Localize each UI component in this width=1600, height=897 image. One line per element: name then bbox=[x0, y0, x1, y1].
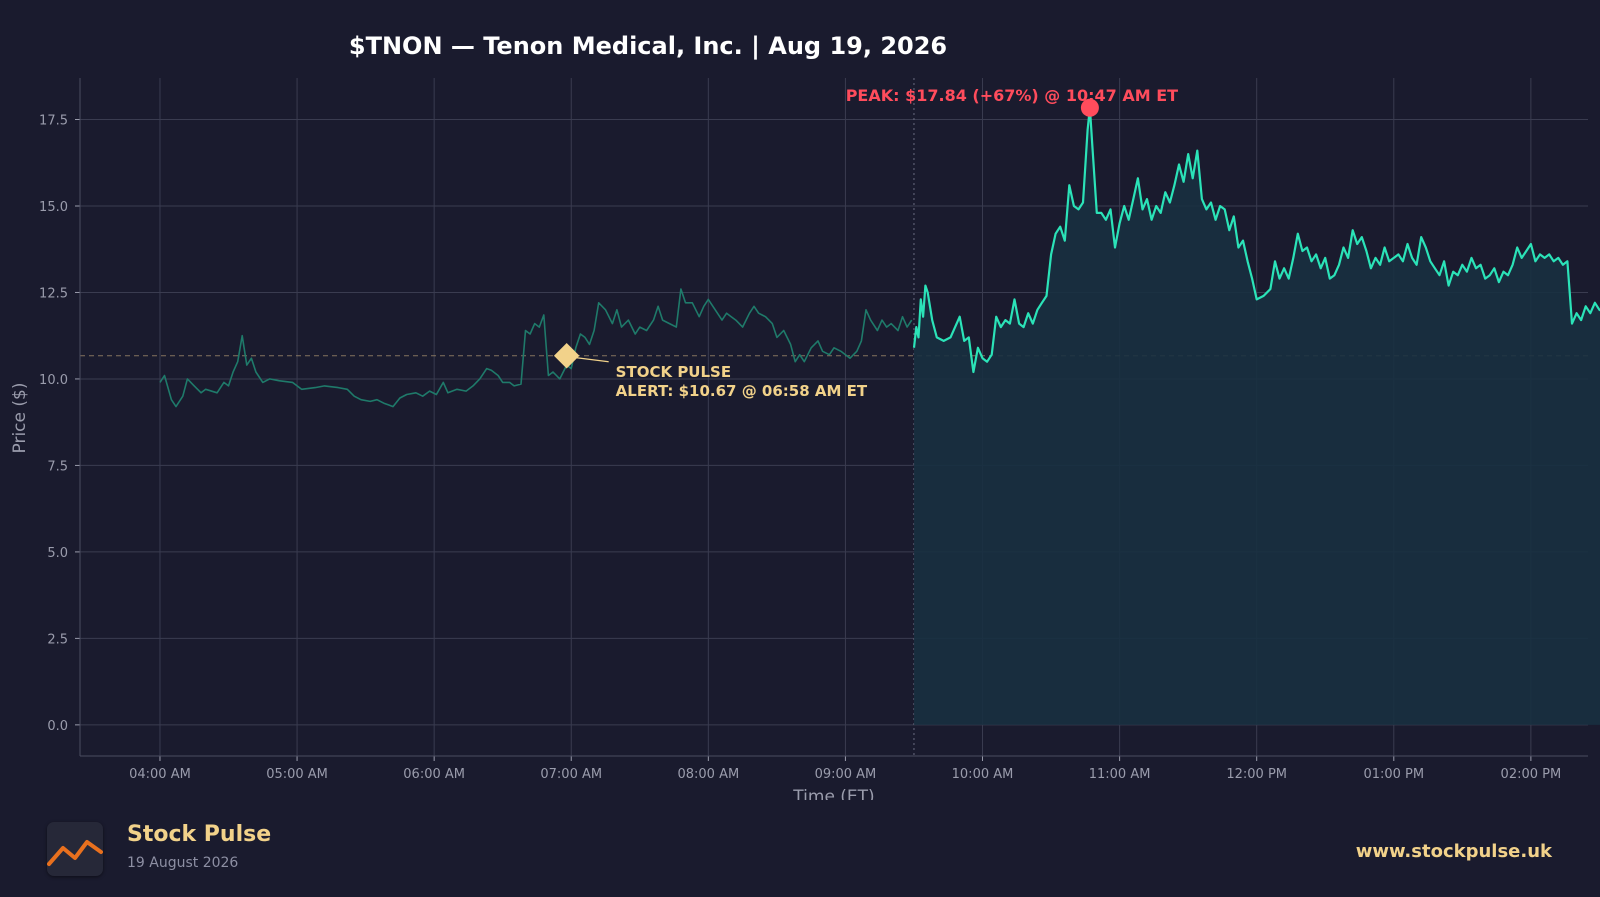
alert-label-line1: STOCK PULSE bbox=[616, 363, 731, 381]
price-lines bbox=[159, 106, 1600, 408]
x-axis-label: Time (ET) bbox=[792, 787, 874, 800]
brand-url-link[interactable]: www.stockpulse.uk bbox=[1355, 841, 1552, 862]
peak-marker bbox=[1080, 98, 1099, 117]
regular-session-fill bbox=[914, 107, 1600, 725]
y-tick-label: 10.0 bbox=[39, 373, 68, 388]
chart-line-icon bbox=[47, 840, 103, 866]
price-line-pre-market bbox=[159, 288, 913, 408]
price-chart: $TNON — Tenon Medical, Inc. | Aug 19, 20… bbox=[10, 32, 1600, 800]
x-tick-label: 11:00 AM bbox=[1089, 767, 1151, 782]
y-tick-label: 2.5 bbox=[47, 632, 68, 647]
alert-leader-line bbox=[576, 357, 609, 363]
x-tick-label: 09:00 AM bbox=[815, 767, 877, 782]
chart-title: $TNON — Tenon Medical, Inc. | Aug 19, 20… bbox=[349, 32, 947, 60]
y-axis-label: Price ($) bbox=[10, 383, 30, 454]
x-tick-label: 02:00 PM bbox=[1501, 767, 1562, 782]
x-tick-label: 01:00 PM bbox=[1363, 767, 1424, 782]
y-tick-label: 12.5 bbox=[39, 286, 68, 301]
price-line-regular bbox=[912, 106, 1600, 374]
brand-date: 19 August 2026 bbox=[127, 855, 239, 871]
y-tick-label: 0.0 bbox=[47, 719, 68, 734]
y-tick-label: 17.5 bbox=[39, 114, 68, 129]
axes: 0.0 2.5 5.0 7.5 10.0 12.5 15.0 17.5 04:00 AM 05:0… bbox=[39, 78, 1588, 782]
x-tick-label: 10:00 AM bbox=[952, 767, 1014, 782]
x-tick-label: 05:00 AM bbox=[266, 767, 328, 782]
peak-label: PEAK: $17.84 (+67%) @ 10:47 AM ET bbox=[846, 86, 1178, 105]
brand-name: Stock Pulse bbox=[127, 822, 272, 847]
annotations: PEAK: $17.84 (+67%) @ 10:47 AM ET STOCK P… bbox=[553, 86, 1178, 400]
y-tick-label: 5.0 bbox=[47, 546, 68, 561]
x-tick-label: 08:00 AM bbox=[677, 767, 739, 782]
x-tick-label: 07:00 AM bbox=[540, 767, 602, 782]
footer: Stock Pulse 19 August 2026 www.stockpuls… bbox=[0, 800, 1600, 897]
brand-logo bbox=[47, 822, 103, 876]
alert-marker bbox=[553, 343, 580, 369]
x-tick-label: 12:00 PM bbox=[1226, 767, 1287, 782]
alert-label-line2: ALERT: $10.67 @ 06:58 AM ET bbox=[616, 382, 868, 400]
area-fill-regular bbox=[914, 107, 1600, 725]
x-tick-label: 04:00 AM bbox=[129, 767, 191, 782]
x-tick-label: 06:00 AM bbox=[403, 767, 465, 782]
y-tick-label: 7.5 bbox=[47, 459, 68, 474]
y-tick-label: 15.0 bbox=[39, 200, 68, 215]
